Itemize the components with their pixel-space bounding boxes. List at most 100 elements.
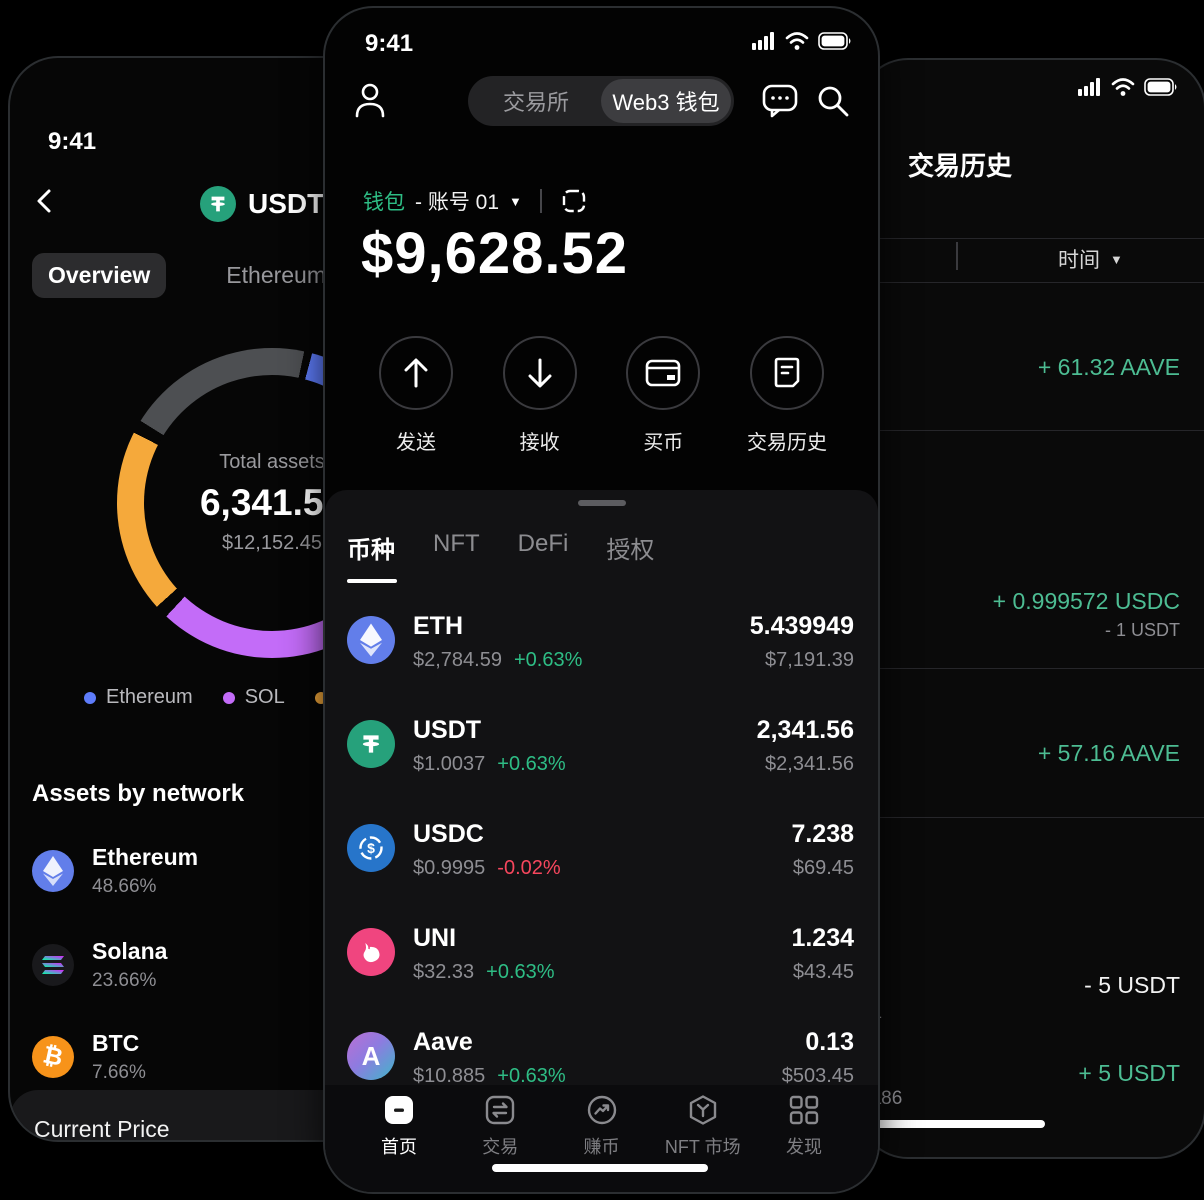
back-button[interactable]	[32, 188, 58, 214]
drag-handle[interactable]	[577, 500, 626, 506]
network-row-solana[interactable]: Solana 23.66%	[32, 938, 167, 992]
sheet-tab-bar: 币种 NFT DeFi 授权	[347, 530, 654, 583]
wifi-icon	[1111, 78, 1135, 96]
token-price: $0.9995	[413, 857, 486, 879]
bottom-nav: 首页 交易 赚币 NFT 市场 发现	[325, 1085, 878, 1192]
chevron-down-icon: ▼	[509, 193, 522, 209]
legend-sol: SOL	[222, 686, 285, 709]
eth-icon	[347, 616, 395, 664]
buy-crypto-button[interactable]: 买币	[608, 336, 718, 455]
usdc-icon: $	[347, 824, 395, 872]
status-time: 9:41	[365, 30, 414, 57]
account-selector[interactable]: 钱包 - 账号 01 ▼	[363, 186, 588, 216]
divider	[860, 282, 1204, 283]
donut-title: Total assets	[219, 451, 325, 473]
document-icon	[774, 357, 800, 388]
send-button[interactable]: 发送	[361, 336, 471, 455]
assets-by-network-title: Assets by network	[32, 780, 245, 807]
token-row-uni[interactable]: UNI $32.33 +0.63% 1.234 $43.45	[325, 914, 878, 1018]
search-button[interactable]	[816, 84, 850, 118]
page-title: USDT	[248, 188, 325, 219]
token-row-usdc[interactable]: $ USDC $0.9995 -0.02% 7.238 $69.45	[325, 810, 878, 914]
divider	[860, 238, 1204, 239]
action-row: 发送 接收 买币 交易历史	[361, 336, 842, 455]
token-price: $32.33	[413, 961, 475, 983]
divider	[860, 668, 1204, 669]
token-price: $1.0037	[413, 753, 486, 775]
token-fiat: $43.45	[792, 961, 854, 983]
ethereum-icon	[32, 850, 74, 892]
nav-nft-market[interactable]: NFT 市场	[657, 1095, 749, 1192]
token-fiat: $2,341.56	[765, 753, 854, 775]
tab-ethereum[interactable]: Ethereum	[226, 262, 327, 288]
scan-button[interactable]	[560, 186, 588, 216]
signal-icon	[752, 32, 774, 50]
token-row-eth[interactable]: ETH $2,784.59 +0.63% 5.439949 $7,191.39	[325, 602, 878, 706]
tx-amount: + 61.32 AAVE	[1037, 354, 1180, 380]
filter-separator	[956, 242, 958, 270]
tab-coins[interactable]: 币种	[347, 530, 397, 583]
token-amount: 7.238	[791, 820, 854, 848]
solana-icon	[32, 944, 74, 986]
token-row-usdt[interactable]: USDT $1.0037 +0.63% 2,341.56 $2,341.56	[325, 706, 878, 810]
nav-home[interactable]: 首页	[353, 1095, 445, 1192]
divider	[860, 430, 1204, 431]
scan-icon	[562, 189, 586, 213]
tab-exchange[interactable]: 交易所	[502, 90, 569, 115]
center-phone: 9:41 交易所 Web3 钱包 钱包 - 账号 0	[325, 8, 878, 1192]
legend-dot-btc	[314, 691, 327, 704]
token-change: +0.63%	[486, 961, 555, 983]
token-price: $10.885	[413, 1065, 486, 1087]
token-header: USDT	[200, 186, 324, 222]
donut-total-value: 6,341.56	[199, 482, 345, 523]
nav-trade[interactable]: 交易	[454, 1095, 546, 1192]
time-filter[interactable]: 时间 ▼	[1058, 249, 1123, 272]
battery-icon	[1144, 78, 1177, 96]
right-phone: 交易历史 ▼ 时间 ▼ + 61.32 AAVE C + 0.999572 US…	[860, 60, 1204, 1157]
token-amount: 5.439949	[749, 612, 854, 640]
tx-amount: + 5 USDT	[1078, 1060, 1180, 1086]
history-button[interactable]: 交易历史	[732, 336, 842, 455]
tab-approvals[interactable]: 授权	[606, 537, 655, 564]
nav-discover[interactable]: 发现	[758, 1095, 850, 1192]
network-row-ethereum[interactable]: Ethereum 48.66%	[32, 844, 198, 898]
legend-dot-ethereum	[84, 691, 96, 704]
chat-button[interactable]	[762, 84, 798, 118]
network-row-btc[interactable]: ₿ BTC 7.66%	[32, 1030, 146, 1084]
tx-amount: + 57.16 AAVE	[1037, 740, 1180, 766]
tab-web3-wallet[interactable]: Web3 钱包	[601, 79, 731, 123]
tx-amount: + 0.999572 USDC	[992, 588, 1180, 614]
tab-nft[interactable]: NFT	[433, 530, 480, 557]
token-amount: 0.13	[805, 1028, 854, 1056]
home-indicator	[492, 1164, 708, 1172]
grid-icon	[789, 1095, 819, 1125]
nav-earn[interactable]: 赚币	[556, 1095, 648, 1192]
token-row-aave[interactable]: A Aave $10.885 +0.63% 0.13 $503.45	[325, 1018, 878, 1122]
token-fiat: $503.45	[781, 1065, 854, 1087]
btc-icon: ₿	[32, 1036, 74, 1078]
receive-button[interactable]: 接收	[485, 336, 595, 455]
token-change: -0.02%	[497, 857, 561, 879]
wallet-label: 钱包	[363, 191, 405, 214]
battery-icon	[818, 32, 851, 50]
usdt-icon	[200, 186, 236, 222]
token-change: +0.63%	[513, 649, 583, 671]
card-icon	[646, 359, 681, 387]
arrow-down-icon	[528, 358, 552, 388]
chat-icon	[762, 84, 798, 118]
tx-amount: - 5 USDT	[1084, 972, 1180, 998]
profile-button[interactable]	[353, 82, 387, 118]
trade-icon	[486, 1095, 515, 1125]
token-amount: 1.234	[791, 924, 854, 952]
chevron-left-icon	[37, 189, 51, 213]
uni-icon	[347, 928, 395, 976]
token-change: +0.63%	[497, 753, 566, 775]
earn-icon	[587, 1095, 616, 1125]
token-fiat: $7,191.39	[765, 649, 854, 671]
signal-icon	[1078, 78, 1100, 96]
segmented-control: 交易所 Web3 钱包	[468, 76, 734, 126]
top-nav: 交易所 Web3 钱包	[325, 76, 878, 126]
tab-overview[interactable]: Overview	[32, 253, 167, 298]
tab-defi[interactable]: DeFi	[517, 530, 569, 557]
